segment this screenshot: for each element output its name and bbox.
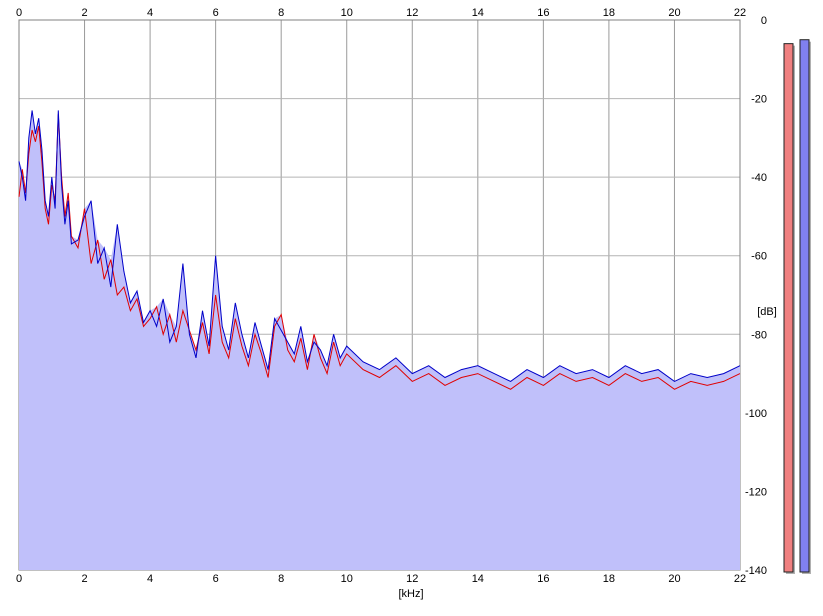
x-tick-label: 6 [213, 573, 219, 585]
level-meter-red [783, 43, 794, 573]
x-tick-label: 0 [16, 7, 22, 19]
level-meter-blue [799, 39, 810, 573]
y-tick-label: -60 [751, 251, 767, 263]
y-tick-label: -80 [751, 329, 767, 341]
x-tick-label: 8 [278, 573, 284, 585]
y-tick-label: 0 [761, 15, 767, 27]
x-tick-label: 14 [472, 7, 484, 19]
x-tick-label: 18 [603, 573, 615, 585]
x-tick-label: 12 [406, 7, 418, 19]
spectrum-fill-area [19, 110, 740, 571]
series-line-blue [18, 110, 741, 382]
x-tick-label: 6 [213, 7, 219, 19]
x-tick-label: 14 [472, 573, 484, 585]
y-tick-label: -100 [745, 408, 767, 420]
x-tick-label: 4 [147, 573, 153, 585]
y-tick-label: -40 [751, 172, 767, 184]
y-tick-labels: 0 -20 -40 -60 -80 -100 -120 -140 [745, 15, 767, 577]
x-axis-label: [kHz] [398, 588, 423, 600]
level-meters [783, 39, 811, 574]
y-tick-label: -120 [745, 486, 767, 498]
spectrum-area [19, 110, 740, 571]
x-tick-labels-bottom: 0 2 4 6 8 10 12 14 16 18 20 22 [16, 573, 746, 585]
x-tick-label: 22 [734, 7, 746, 19]
x-tick-labels-top: 0 2 4 6 8 10 12 14 16 18 20 22 [16, 7, 746, 19]
x-tick-label: 16 [537, 573, 549, 585]
x-tick-label: 0 [16, 573, 22, 585]
series-lines [18, 110, 741, 390]
x-tick-label: 4 [147, 7, 153, 19]
x-tick-label: 10 [341, 7, 353, 19]
x-tick-label: 2 [81, 573, 87, 585]
x-tick-label: 16 [537, 7, 549, 19]
series-line-red [18, 114, 741, 390]
x-tick-label: 20 [668, 7, 680, 19]
y-tick-label: -140 [745, 565, 767, 577]
x-tick-label: 10 [341, 573, 353, 585]
x-tick-label: 22 [734, 573, 746, 585]
y-axis-label: [dB] [757, 306, 777, 318]
y-tick-label: -20 [751, 94, 767, 106]
x-tick-label: 8 [278, 7, 284, 19]
x-tick-label: 2 [81, 7, 87, 19]
x-tick-label: 18 [603, 7, 615, 19]
x-tick-label: 20 [668, 573, 680, 585]
x-tick-label: 12 [406, 573, 418, 585]
